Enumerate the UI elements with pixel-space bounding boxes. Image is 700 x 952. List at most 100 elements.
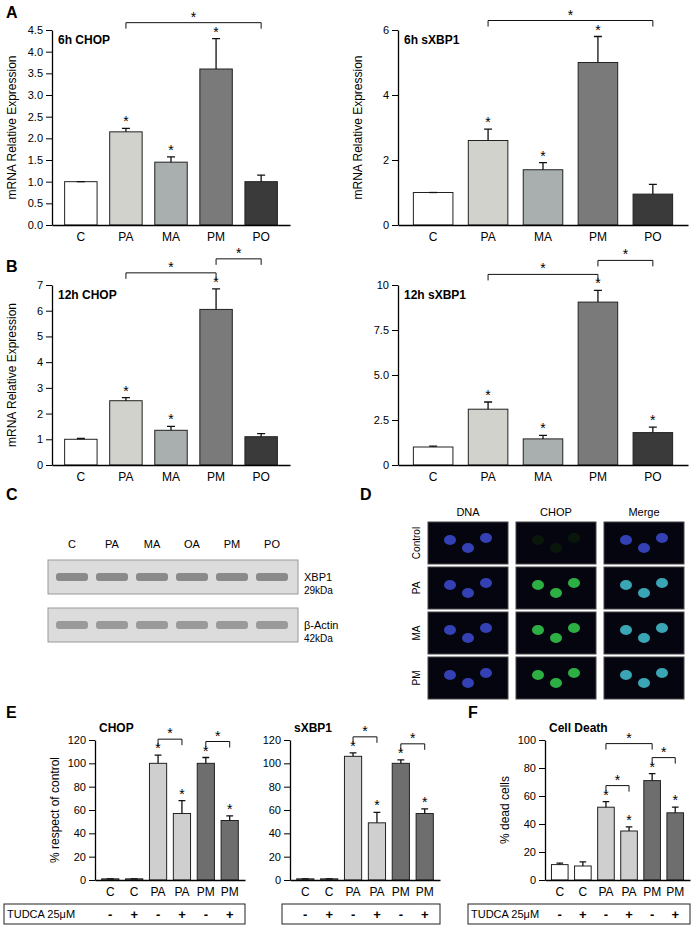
tick-mark [392,330,398,331]
error-bar [77,438,85,440]
x-tick: PA [598,885,613,899]
tick-mark [89,833,95,834]
tick-label: PA [621,885,636,899]
error-bar [484,402,492,409]
tick-label: 4 [383,89,389,101]
bar [523,170,563,225]
nucleus [656,623,668,633]
axis-line [53,465,291,466]
treatment-sign: - [156,907,160,922]
tick-label: 1.5 [28,154,43,166]
x-tick: MA [534,230,552,244]
tick-mark [46,439,52,440]
tick-label: C [325,885,334,899]
tick-mark [46,30,52,31]
row-header: MA [411,625,422,640]
y-tick: 6 [383,24,398,36]
y-tick: 10 [377,279,398,291]
x-tick: C [130,885,139,899]
nucleus [568,578,580,588]
tick-mark [46,95,52,96]
tick-label: PA [118,230,133,244]
treatment-label: TUDCA 25μM [7,908,75,920]
y-axis-title: % dead cells [498,776,512,844]
bar [633,194,673,225]
tick-label: 5 [37,330,43,342]
tick-mark [539,824,545,825]
blot-strip [48,608,298,642]
tick-label: PA [369,885,384,899]
nucleus [638,633,650,643]
blot-band [56,621,88,629]
x-tick: PA [481,230,496,244]
nucleus [462,588,474,598]
tick-label: PM [197,885,215,899]
row-header: PM [411,671,422,686]
axis-line [399,225,689,226]
y-tick: 60 [269,804,290,816]
significance-star: * [123,113,129,129]
x-tick: C [579,885,588,899]
x-axis: CPAMAPMPO [53,466,291,484]
micrograph-image [428,657,508,699]
error-bar [212,289,220,310]
chart-title: 12h sXBP1 [404,288,466,302]
bracket-label: * [661,744,667,760]
blot-band [216,621,248,629]
tick-label: 0 [37,459,43,471]
lane-label: MA [144,538,161,550]
bar [667,813,684,880]
tick-label: C [130,885,139,899]
y-tick: 4.0 [28,46,52,58]
y-tick: 0 [37,459,52,471]
x-tick: C [106,885,115,899]
bar [551,865,568,880]
panel-label: B [6,258,18,275]
tick-label: 6 [383,24,389,36]
axis-line [291,880,441,881]
y-tick: 60 [74,804,95,816]
tick-label: 20 [524,846,536,858]
nucleus [656,668,668,678]
plot-area [65,289,278,465]
axis-line [399,465,689,466]
y-tick: 2.5 [28,111,52,123]
x-tick: PO [644,230,661,244]
bracket-label: * [626,730,632,746]
micrograph-image [516,612,596,654]
error-bar [302,878,309,879]
y-tick: 0 [80,874,95,886]
tick-label: C [301,885,310,899]
lane-label: C [68,538,76,550]
tick-mark [46,52,52,53]
micrograph-image [516,657,596,699]
treatment-sign: + [625,907,633,922]
tick-label: 100 [263,757,281,769]
nucleus [620,580,632,590]
nucleus [444,580,456,590]
tick-label: 4.0 [28,46,43,58]
bar [416,814,433,881]
treatment-sign: + [178,907,186,922]
tick-label: 80 [269,781,281,793]
treatment-box [282,904,440,924]
treatment-sign: - [604,907,608,922]
significance-star: * [179,786,185,802]
y-tick: 0.0 [28,219,52,231]
tick-label: 3.0 [28,89,43,101]
band-size: 29kDa [304,585,333,596]
x-tick: C [325,885,334,899]
bar [155,430,187,465]
tick-label: 2.0 [28,132,43,144]
bar [110,132,142,225]
nucleus [620,670,632,680]
blot-band [96,573,128,581]
nucleus [620,535,632,545]
y-tick: 2 [37,408,52,420]
y-tick: 4 [37,356,52,368]
nucleus [480,578,492,588]
nucleus [568,533,580,543]
x-tick: PA [621,885,636,899]
bar [644,781,661,880]
y-tick: 100 [518,734,545,746]
